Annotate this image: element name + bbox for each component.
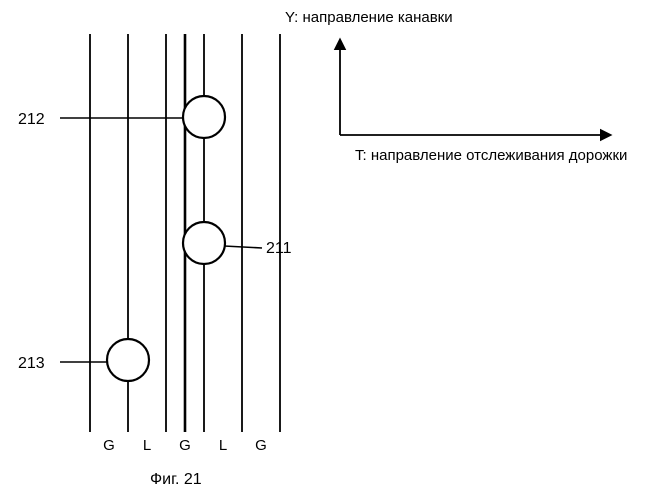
figure-caption: Фиг. 21: [150, 471, 202, 488]
beam-spot-211: [183, 222, 225, 264]
callout-leader: [224, 246, 262, 248]
track-column-label: G: [103, 437, 115, 454]
track-column-label: G: [255, 437, 267, 454]
axis-y-label: Y: направление канавки: [285, 9, 453, 26]
beam-spot-213: [107, 339, 149, 381]
callout-label-212: 212: [18, 111, 45, 128]
axis-t-label: T: направление отслеживания дорожки: [355, 147, 627, 164]
callout-label-211: 211: [266, 240, 292, 257]
beam-spot-212: [183, 96, 225, 138]
track-column-label: L: [143, 437, 151, 454]
track-column-label: G: [179, 437, 191, 454]
track-column-label: L: [219, 437, 227, 454]
callout-label-213: 213: [18, 355, 45, 372]
